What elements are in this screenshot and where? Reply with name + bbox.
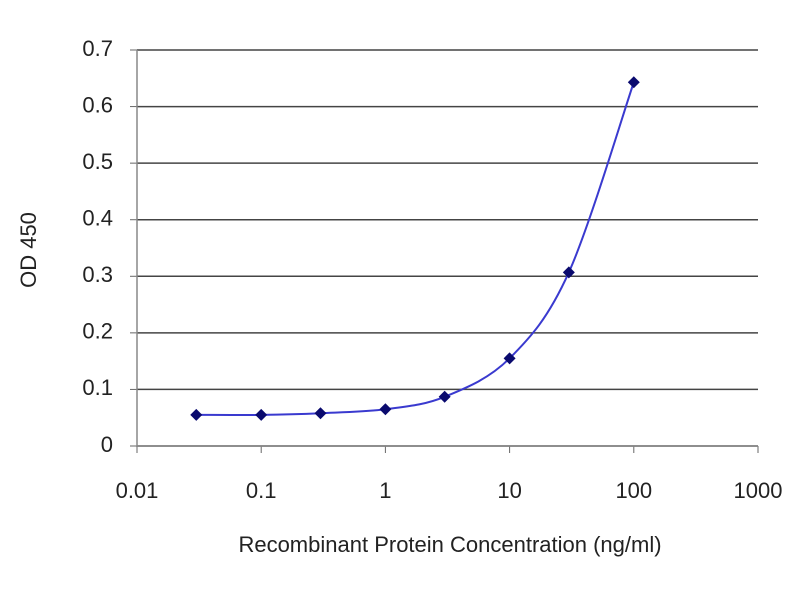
y-tick-label: 0.2 bbox=[82, 319, 113, 344]
y-tick-label: 0 bbox=[101, 432, 113, 457]
y-tick-label: 0.6 bbox=[82, 92, 113, 117]
marker bbox=[314, 407, 327, 420]
marker bbox=[255, 408, 268, 421]
y-tick-label: 0.7 bbox=[82, 36, 113, 61]
y-tick-label: 0.1 bbox=[82, 375, 113, 400]
marker bbox=[627, 76, 640, 89]
x-tick-label: 100 bbox=[615, 478, 652, 503]
y-tick-label: 0.5 bbox=[82, 149, 113, 174]
marker bbox=[190, 408, 203, 421]
marker bbox=[503, 352, 516, 365]
x-tick-label: 1 bbox=[379, 478, 391, 503]
x-tick-label: 0.1 bbox=[246, 478, 277, 503]
y-axis-label: OD 450 bbox=[16, 212, 41, 288]
x-axis-label: Recombinant Protein Concentration (ng/ml… bbox=[238, 532, 661, 557]
marker bbox=[438, 390, 451, 403]
marker bbox=[562, 266, 575, 279]
y-tick-label: 0.3 bbox=[82, 262, 113, 287]
x-tick-label: 0.01 bbox=[116, 478, 159, 503]
x-tick-label: 1000 bbox=[734, 478, 783, 503]
line bbox=[196, 81, 635, 417]
marker bbox=[379, 403, 392, 416]
y-tick-label: 0.4 bbox=[82, 206, 113, 231]
x-tick-label: 10 bbox=[497, 478, 521, 503]
